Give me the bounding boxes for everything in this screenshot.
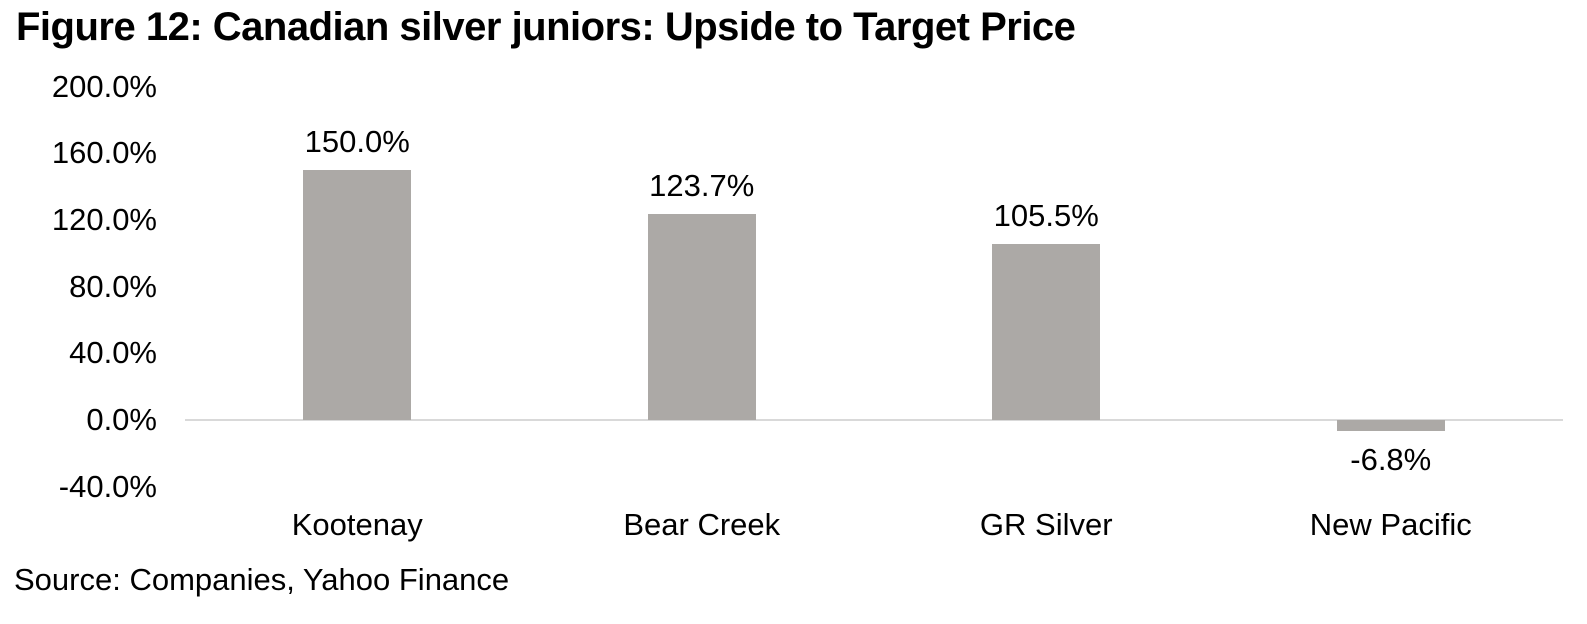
bar-value-label: -6.8% <box>1350 442 1432 478</box>
y-axis-tick-label: 80.0% <box>69 268 157 304</box>
y-axis-tick-label: 160.0% <box>51 135 157 171</box>
source-note: Source: Companies, Yahoo Finance <box>14 562 510 597</box>
chart-title: Figure 12: Canadian silver juniors: Upsi… <box>16 5 1076 49</box>
bar-value-label: 150.0% <box>304 124 410 159</box>
x-axis-label-bear-creek: Bear Creek <box>623 507 781 542</box>
y-axis-tick-label: 40.0% <box>69 335 157 371</box>
y-axis-tick-label: 0.0% <box>86 402 157 437</box>
x-axis-line <box>185 419 1563 421</box>
y-axis-tick-label: -40.0% <box>58 468 157 504</box>
y-axis-tick-label: 200.0% <box>51 68 157 104</box>
bar-kootenay <box>303 170 412 420</box>
x-axis-label-kootenay: Kootenay <box>291 507 423 542</box>
y-axis-tick-label: 120.0% <box>51 202 157 237</box>
x-axis-label-new-pacific: New Pacific <box>1309 507 1472 542</box>
bar-new-pacific <box>1336 420 1445 432</box>
bar-gr-silver <box>992 244 1101 420</box>
bar-bear-creek <box>647 213 756 420</box>
bar-value-label: 123.7% <box>649 167 755 203</box>
bar-value-label: 105.5% <box>993 198 1099 234</box>
x-axis-label-gr-silver: GR Silver <box>979 507 1113 542</box>
